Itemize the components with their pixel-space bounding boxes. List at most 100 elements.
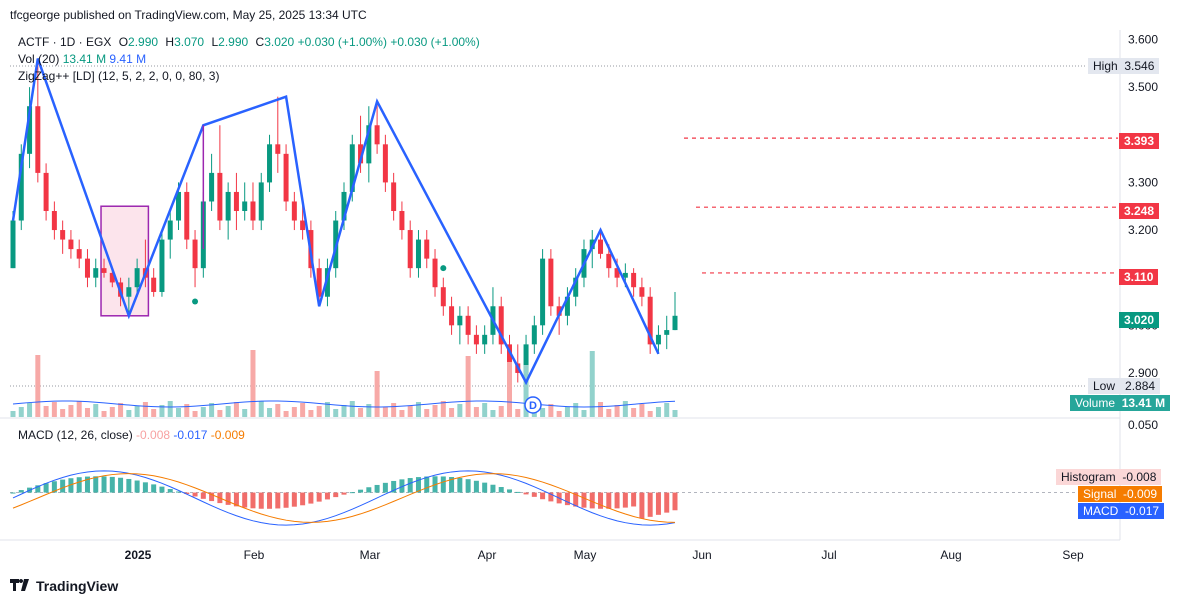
macd-histogram-bar <box>531 492 537 497</box>
macd-histogram-bar <box>465 479 471 493</box>
macd-histogram-bar <box>598 492 604 509</box>
volume-bar <box>415 402 421 417</box>
macd-histogram-bar <box>142 482 148 493</box>
signal-tag-label: Signal <box>1083 487 1117 501</box>
macd-histogram-bar <box>101 476 107 493</box>
volume-bar <box>84 408 90 417</box>
macd-histogram-bar <box>614 492 620 509</box>
level-tag-3: 3.110 <box>1119 269 1159 285</box>
volume-bar <box>142 402 148 417</box>
zigzag-legend[interactable]: ZigZag++ [LD] (12, 5, 2, 2, 0, 0, 80, 3) <box>18 69 220 83</box>
candle-body <box>606 253 612 269</box>
volume-bar <box>233 402 239 417</box>
volume-legend-value: 13.41 M <box>62 52 107 66</box>
candle-body <box>639 287 645 297</box>
tradingview-footer[interactable]: TradingView <box>10 578 118 594</box>
volume-bar <box>631 408 637 417</box>
macd-histogram-bar <box>43 483 49 493</box>
volume-bar <box>341 405 347 417</box>
macd-histogram-bar <box>68 478 74 493</box>
macd-hist-value: -0.008 <box>136 428 171 442</box>
volume-bar <box>258 401 264 417</box>
macd-histogram-bar <box>581 492 587 508</box>
macd-histogram-bar <box>424 476 430 493</box>
volume-bar <box>349 401 355 417</box>
macd-histogram-bar <box>490 484 496 493</box>
volume-bar <box>275 404 281 417</box>
candle-body <box>449 306 455 326</box>
volume-bar <box>209 403 215 417</box>
candle-body <box>93 268 99 278</box>
volume-bar <box>333 409 339 417</box>
macd-tick-label: 0.050 <box>1128 418 1158 432</box>
volume-bar <box>43 406 49 417</box>
volume-bar <box>159 405 165 417</box>
signal-dot <box>192 298 199 305</box>
symbol-label[interactable]: ACTF · 1D · EGX <box>18 35 112 49</box>
level-tag-1: 3.393 <box>1119 133 1160 149</box>
candle-body <box>664 330 670 335</box>
change-value: +0.030 (+1.00%) <box>297 35 387 49</box>
candle-body <box>324 268 330 297</box>
macd-histogram-bar <box>498 487 504 493</box>
candle-body <box>184 191 190 240</box>
volume-bar <box>192 411 198 417</box>
volume-bar <box>134 406 140 417</box>
volume-bar <box>424 409 430 417</box>
volume-bar <box>200 407 206 417</box>
volume-bar <box>482 403 488 417</box>
candle-body <box>349 144 355 192</box>
volume-bar <box>283 411 289 417</box>
volume-bar <box>51 402 57 417</box>
volume-bar <box>167 401 173 417</box>
volume-bar <box>118 403 124 417</box>
volume-ma-line <box>12 400 676 408</box>
candle-body <box>523 344 529 373</box>
change-value-2: +0.030 (+1.00%) <box>390 35 480 49</box>
candle-body <box>564 296 570 316</box>
candle-body <box>109 272 115 283</box>
volume-bar <box>76 401 82 417</box>
low-value: 2.990 <box>218 35 249 49</box>
volume-legend-label[interactable]: Vol (20) <box>18 52 60 66</box>
volume-bar <box>101 411 107 417</box>
macd-histogram-bar <box>300 492 306 506</box>
volume-tag: Volume 13.41 M <box>1070 395 1171 411</box>
candle-body <box>217 172 223 221</box>
candle-body <box>167 220 173 240</box>
x-tick-label: 2025 <box>125 548 152 562</box>
price-tick-label: 3.300 <box>1128 175 1158 189</box>
price-tick-label: 3.600 <box>1128 33 1158 47</box>
macd-legend: MACD (12, 26, close) -0.008 -0.017 -0.00… <box>18 428 245 442</box>
volume-bar <box>151 409 157 417</box>
candle-body <box>457 315 463 326</box>
candle-body <box>159 239 165 292</box>
volume-bar <box>432 405 438 417</box>
candle-body <box>465 315 471 335</box>
macd-histogram-bar <box>324 492 330 500</box>
level-tag-2: 3.248 <box>1119 203 1160 219</box>
dividend-marker-icon <box>524 396 542 414</box>
macd-histogram-bar <box>440 476 446 493</box>
macd-histogram-bar <box>242 492 248 508</box>
macd-histogram-bar <box>233 492 239 507</box>
candle-body <box>209 172 215 202</box>
volume-bar <box>581 410 587 417</box>
candle-body <box>548 258 554 307</box>
candle-body <box>225 191 231 221</box>
candle-body <box>10 220 16 269</box>
low-tag-value: 2.884 <box>1125 379 1156 393</box>
macd-legend-label[interactable]: MACD (12, 26, close) <box>18 428 133 442</box>
signal-dot <box>440 265 447 272</box>
candle-body <box>84 258 90 278</box>
macd-histogram-bar <box>523 492 529 495</box>
x-tick-label: May <box>574 548 597 562</box>
candle-body <box>573 277 579 297</box>
macd-histogram-bar <box>589 492 595 509</box>
candle-body <box>424 239 430 259</box>
candle-body <box>374 125 380 145</box>
macd-histogram-bar <box>399 479 405 493</box>
candle-body <box>68 239 74 250</box>
volume-bar <box>10 411 16 417</box>
